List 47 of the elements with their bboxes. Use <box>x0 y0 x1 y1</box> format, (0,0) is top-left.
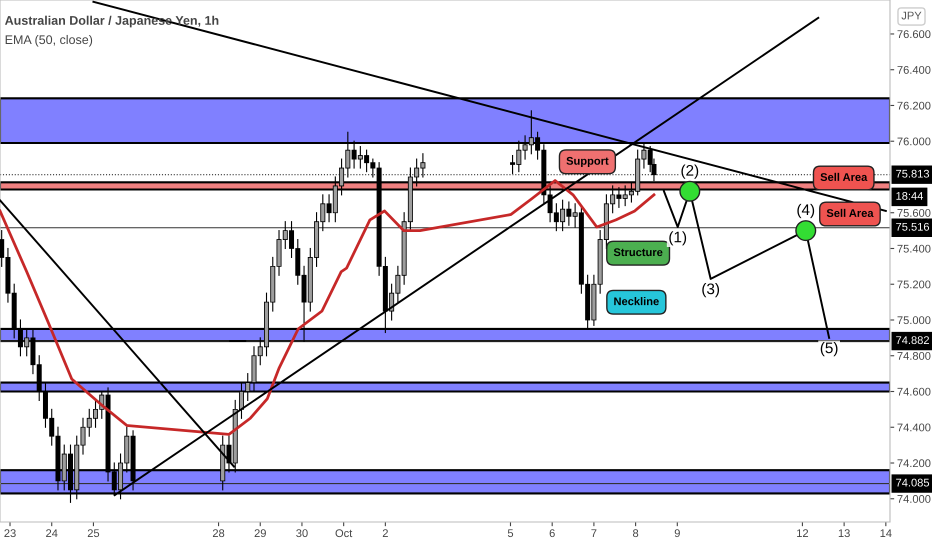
annotation: Structure <box>614 248 662 256</box>
ref-line-label: 75.813 <box>896 170 930 178</box>
text: EMA (50, close) <box>6 34 92 47</box>
x-tick-label: 29 <box>254 529 266 538</box>
y-tick-label: 74.600 <box>898 388 930 396</box>
ref-line-label: 75.516 <box>896 222 930 231</box>
annotation: (1) <box>669 231 686 246</box>
y-tick-label: 75.000 <box>898 316 930 324</box>
y-tick-label: 74.400 <box>898 424 930 432</box>
y-tick-label: 75.400 <box>898 244 930 253</box>
x-tick-label: 6 <box>550 529 555 538</box>
annotation: (3) <box>702 283 720 298</box>
x-tick-label: 25 <box>88 529 100 538</box>
annotation: Neckline <box>614 297 659 306</box>
x-tick-label: 9 <box>674 529 680 538</box>
annotation: (2) <box>681 164 698 179</box>
y-tick-label: 74.800 <box>898 352 930 360</box>
y-tick-label: 76.000 <box>898 137 930 146</box>
x-tick-label: 13 <box>838 529 850 538</box>
y-tick-label: 74.200 <box>898 459 930 468</box>
x-tick-label: 30 <box>296 529 308 538</box>
text: 18:44 <box>896 192 924 200</box>
annotation: Sell Area <box>826 208 874 218</box>
x-tick-label: 14 <box>880 529 892 537</box>
y-tick-label: 75.200 <box>898 280 930 288</box>
x-tick-label: Oct <box>336 529 352 538</box>
x-tick-label: 2 <box>382 529 388 537</box>
x-tick-label: 28 <box>212 529 224 538</box>
x-tick-label: 24 <box>46 529 58 537</box>
text: Australian Dollar / Japanese Yen, 1h <box>4 16 218 28</box>
x-tick-label: 8 <box>632 529 638 538</box>
x-tick-label: 23 <box>4 529 16 538</box>
y-tick-label: 76.600 <box>898 30 930 38</box>
annotation: Sell Area <box>820 172 868 181</box>
text: JPY <box>901 12 922 20</box>
x-tick-label: 7 <box>591 529 596 537</box>
annotation: (5) <box>820 342 838 356</box>
y-tick-label: 76.200 <box>898 102 930 110</box>
y-tick-label: 76.400 <box>898 66 930 74</box>
x-tick-label: 5 <box>508 529 514 538</box>
x-tick-label: 12 <box>797 529 808 537</box>
y-tick-label: 75.600 <box>898 209 930 217</box>
ref-line-label: 74.085 <box>896 478 930 487</box>
y-tick-label: 74.000 <box>898 495 930 503</box>
ref-line-label: 74.882 <box>896 336 929 344</box>
annotation: (4) <box>797 204 814 218</box>
annotation: Support <box>566 156 609 167</box>
